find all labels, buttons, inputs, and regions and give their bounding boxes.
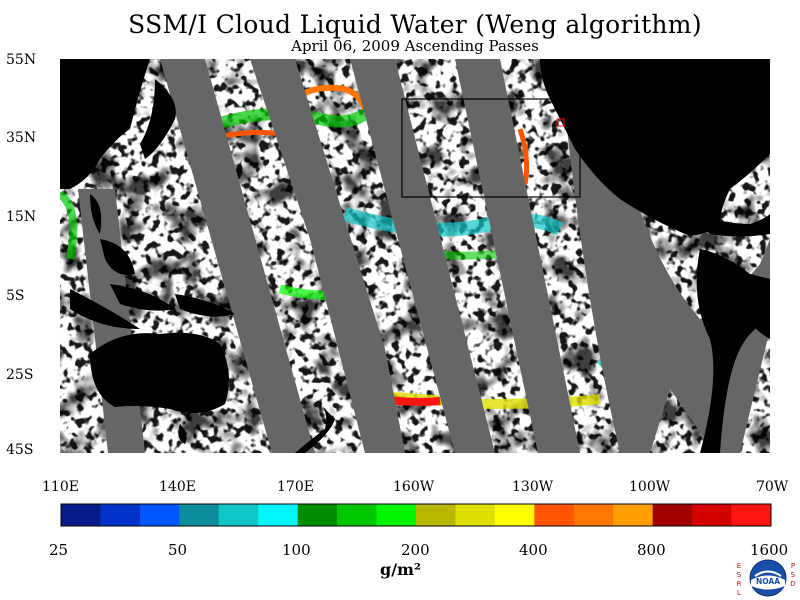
colorbar-swatch (61, 504, 101, 526)
map-title: SSM/I Cloud Liquid Water (Weng algorithm… (128, 10, 702, 39)
colorbar-label-100: 100 (282, 541, 311, 559)
map-subtitle: April 06, 2009 Ascending Passes (291, 37, 539, 55)
lat-label-55n: 55N (6, 52, 37, 68)
colorbar-swatch (455, 504, 496, 526)
colorbar-label-50: 50 (168, 541, 188, 559)
colorbar (60, 503, 772, 527)
lon-label-140e: 140E (159, 479, 196, 495)
lat-label-5s: 5S (6, 288, 25, 304)
colorbar-swatch (218, 504, 259, 526)
cloud-liquid-water-map (60, 59, 770, 453)
colorbar-swatch (337, 504, 377, 526)
colorbar-swatch (416, 504, 456, 526)
lat-label-35n: 35N (6, 130, 37, 146)
lat-label-45s: 45S (6, 442, 34, 458)
colorbar-label-25: 25 (49, 541, 69, 559)
colorbar-label-800: 800 (637, 541, 666, 559)
lon-label-130w: 130W (512, 479, 554, 495)
lat-label-25s: 25S (6, 367, 34, 383)
lon-label-100w: 100W (629, 479, 671, 495)
lon-label-110e: 110E (42, 479, 79, 495)
esrl-text: E S R L (736, 562, 742, 597)
colorbar-label-200: 200 (401, 541, 430, 559)
land-masses (60, 59, 770, 453)
colorbar-frame (60, 503, 772, 527)
lat-label-15n: 15N (6, 209, 37, 225)
colorbar-swatch (613, 504, 653, 526)
lon-label-160w: 160W (393, 479, 435, 495)
colorbar-swatch (534, 504, 575, 526)
colorbar-label-1600: 1600 (750, 541, 789, 559)
colorbar-swatch (573, 504, 614, 526)
noaa-logo-text: NOAA (756, 577, 780, 586)
colorbar-swatch (100, 504, 141, 526)
psd-text: P S D (790, 562, 796, 588)
region-annotations (401, 98, 581, 198)
colorbar-swatch (179, 504, 220, 526)
noaa-emblem-icon: NOAA (749, 559, 787, 597)
noaa-logo: E S R L NOAA P S D (735, 559, 797, 599)
colorbar-swatch (731, 504, 772, 526)
lon-label-70w: 70W (756, 479, 789, 495)
colorbar-swatch (494, 504, 535, 526)
colorbar-swatch (258, 504, 298, 526)
colorbar-unit: g/m² (380, 560, 421, 579)
colorbar-swatch (652, 504, 693, 526)
colorbar-swatch (139, 504, 180, 526)
colorbar-swatch (297, 504, 338, 526)
colorbar-label-400: 400 (519, 541, 548, 559)
colorbar-swatch (376, 504, 417, 526)
lon-label-170e: 170E (277, 479, 314, 495)
colorbar-swatch (692, 504, 732, 526)
